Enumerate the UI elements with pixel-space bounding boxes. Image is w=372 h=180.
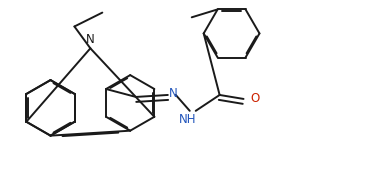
Text: N: N: [169, 87, 177, 100]
Text: NH: NH: [179, 113, 196, 126]
Text: N: N: [86, 33, 95, 46]
Text: O: O: [250, 93, 260, 105]
